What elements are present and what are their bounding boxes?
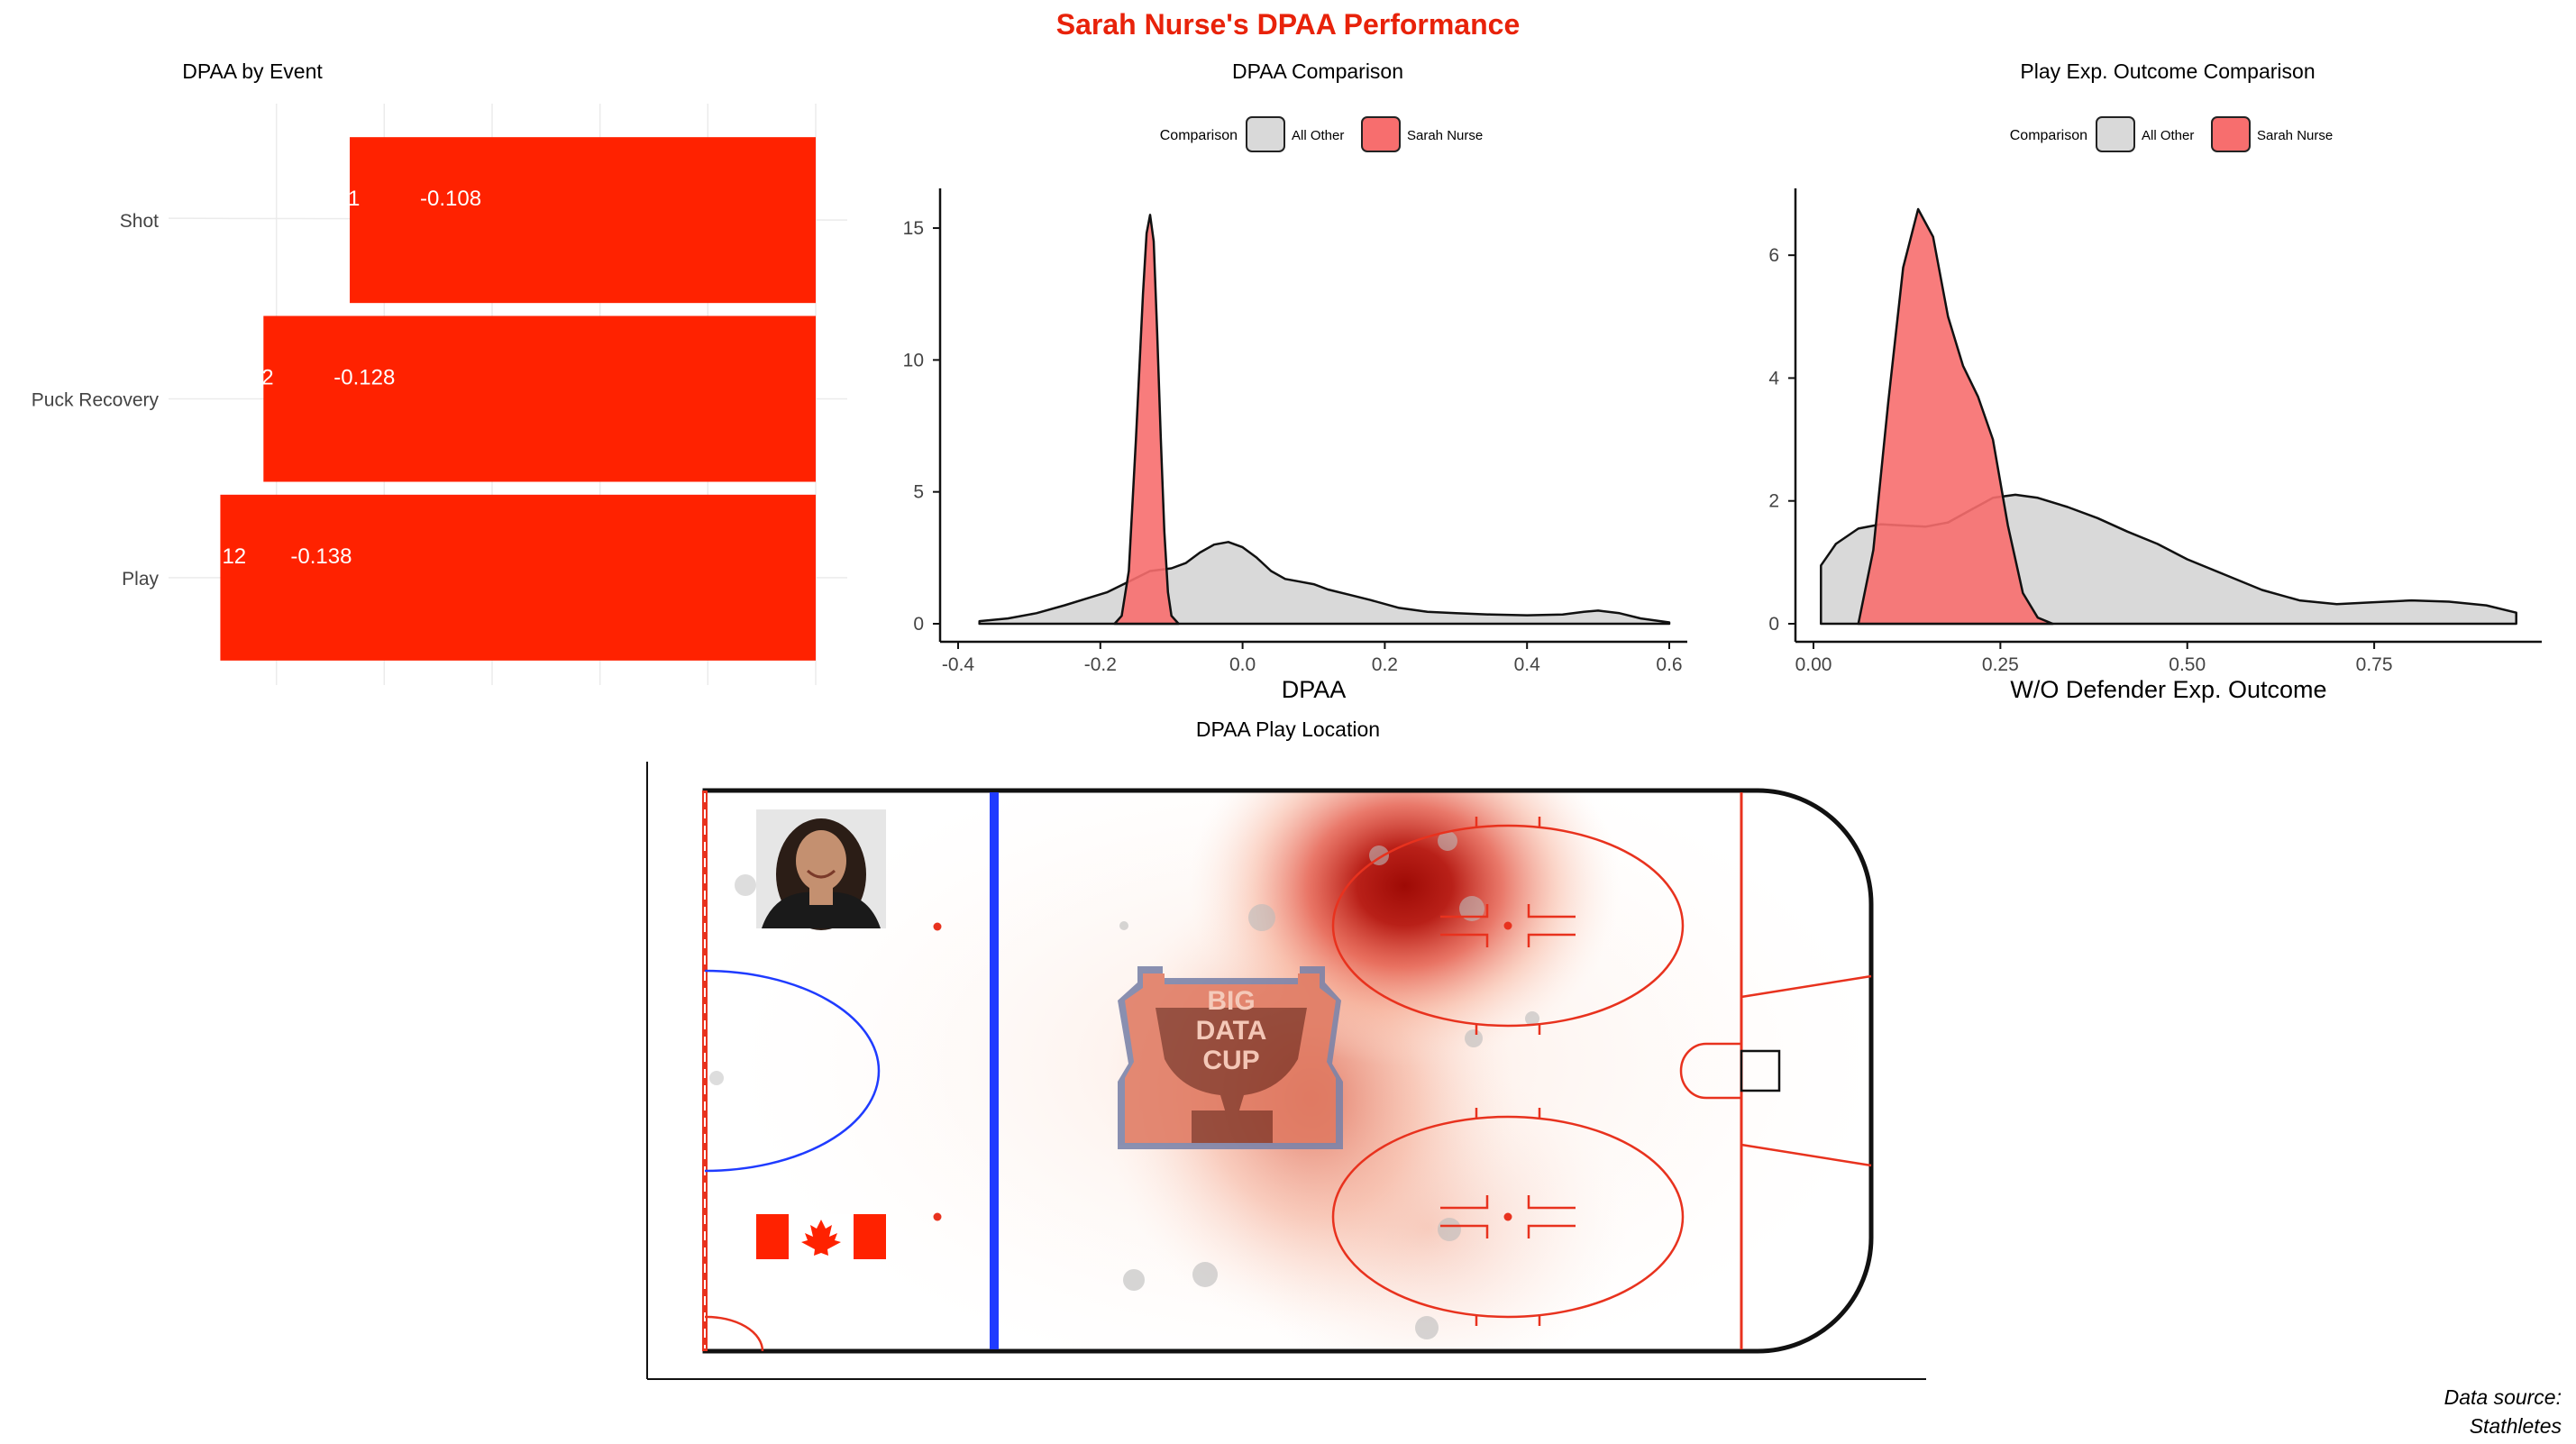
goal-crease bbox=[1679, 1042, 1743, 1100]
bar-category-label: Puck Recovery bbox=[32, 390, 160, 411]
heat-hotspot bbox=[1188, 791, 1621, 1066]
x-tick-label: -0.2 bbox=[1084, 654, 1117, 675]
dpaa-comparison-title: DPAA Comparison bbox=[1232, 59, 1403, 83]
y-tick-label: 0 bbox=[913, 614, 924, 635]
faceoff-dot-top bbox=[1503, 921, 1512, 930]
x-tick-label: 0.2 bbox=[1372, 654, 1398, 675]
dpaa-comparison-panel: DPAA Comparison Comparison All Other Sarah… bbox=[903, 59, 1687, 703]
legend-swatch bbox=[2096, 116, 2135, 152]
bar-marks: Shot 1 -0.108 Puck Recovery 2 -0.128 Play 12 -0.… bbox=[32, 137, 817, 661]
exp-outcome-comparison-legend: Comparison All Other Sarah Nurse bbox=[2010, 116, 2333, 152]
source-line-2: Stathletes bbox=[2470, 1414, 2562, 1438]
faceoff-dot-bottom bbox=[1503, 1212, 1512, 1221]
referee-crease-arc bbox=[704, 1315, 764, 1352]
x-tick-label: 0.25 bbox=[1982, 654, 2019, 675]
x-tick-label: 0.6 bbox=[1656, 654, 1682, 675]
legend-swatch bbox=[1361, 116, 1401, 152]
bar bbox=[220, 494, 816, 661]
player-photo bbox=[756, 809, 886, 930]
x-axis-title: DPAA bbox=[1282, 676, 1347, 703]
canada-flag bbox=[756, 1214, 886, 1259]
legend-label: Sarah Nurse bbox=[1407, 128, 1483, 143]
y-tick-label: 10 bbox=[903, 350, 924, 370]
dpaa-by-event-panel: DPAA by Event Shot 1 -0.108 Puck Recovery 2 -… bbox=[32, 59, 848, 685]
dpaa-comparison-legend: Comparison All Other Sarah Nurse bbox=[1160, 116, 1483, 152]
play-point bbox=[709, 1071, 724, 1085]
svg-text:DATA: DATA bbox=[1196, 1016, 1267, 1046]
bar-value-label: -0.128 bbox=[333, 366, 395, 390]
neutral-dot-bottom bbox=[933, 1212, 942, 1221]
play-point bbox=[1192, 1262, 1218, 1287]
legend-title: Comparison bbox=[1160, 128, 1238, 143]
bar-value-label: -0.108 bbox=[420, 187, 481, 211]
bar-category-label: Play bbox=[122, 569, 159, 589]
bar-count-label: 2 bbox=[261, 366, 273, 390]
bar bbox=[350, 137, 816, 304]
density-sarah-nurse bbox=[1857, 207, 2054, 626]
svg-text:CUP: CUP bbox=[1202, 1046, 1259, 1075]
x-axis-title: W/O Defender Exp. Outcome bbox=[2010, 676, 2326, 703]
play-point bbox=[1438, 831, 1457, 851]
x-tick-label: 0.0 bbox=[1229, 654, 1256, 675]
x-tick-label: -0.4 bbox=[942, 654, 975, 675]
main-title: Sarah Nurse's DPAA Performance bbox=[1056, 8, 1520, 41]
play-point bbox=[1459, 896, 1484, 921]
y-tick-label: 5 bbox=[913, 482, 924, 503]
y-tick-label: 6 bbox=[1768, 245, 1779, 266]
x-tick-label: 0.4 bbox=[1514, 654, 1541, 675]
legend-label: All Other bbox=[1292, 128, 1344, 143]
play-point bbox=[1415, 1316, 1439, 1339]
bar bbox=[263, 315, 817, 482]
legend-swatch bbox=[2211, 116, 2251, 152]
density-sarah-nurse bbox=[1113, 214, 1180, 626]
neutral-dot-top bbox=[933, 922, 942, 931]
source-line-1: Data source: bbox=[2444, 1385, 2562, 1409]
y-tick-label: 2 bbox=[1768, 491, 1779, 512]
big-data-cup-logo: BIG DATA CUP bbox=[1118, 966, 1343, 1149]
exp-outcome-comparison-panel: Play Exp. Outcome Comparison Comparison A… bbox=[1768, 59, 2542, 703]
rink-chart-title: DPAA Play Location bbox=[1196, 717, 1380, 741]
bar-chart-title: DPAA by Event bbox=[182, 59, 323, 83]
bar-category-label: Shot bbox=[120, 211, 159, 232]
play-point bbox=[1248, 904, 1275, 931]
bar-count-label: 12 bbox=[222, 544, 246, 569]
trapezoid-top bbox=[1740, 974, 1872, 999]
legend-swatch bbox=[1246, 116, 1285, 152]
faceoff-circle-bottom bbox=[1331, 1115, 1685, 1319]
y-tick-label: 4 bbox=[1768, 368, 1779, 388]
play-point bbox=[1119, 921, 1128, 930]
density-all-other bbox=[978, 541, 1671, 626]
bar-count-label: 1 bbox=[348, 187, 360, 211]
x-tick-label: 0.50 bbox=[2169, 654, 2206, 675]
trapezoid-bottom bbox=[1740, 1143, 1872, 1167]
bar-value-label: -0.138 bbox=[290, 544, 352, 569]
x-tick-label: 0.00 bbox=[1795, 654, 1832, 675]
svg-text:BIG: BIG bbox=[1207, 986, 1255, 1016]
rink-diagram: BIG DATA CUP bbox=[646, 762, 1926, 1380]
play-point bbox=[1123, 1269, 1145, 1291]
exp-outcome-comparison-title: Play Exp. Outcome Comparison bbox=[2020, 59, 2315, 83]
goal-net bbox=[1740, 1049, 1781, 1092]
dpaa-comparison-marks: 0 5 10 15 -0.4 -0.2 0.0 0.2 0.4 0.6 DPAA bbox=[903, 188, 1687, 703]
x-tick-label: 0.75 bbox=[2356, 654, 2393, 675]
faceoff-circle-top bbox=[1331, 824, 1685, 1028]
y-tick-label: 0 bbox=[1768, 614, 1779, 635]
rink-boards bbox=[702, 788, 1874, 1354]
legend-label: Sarah Nurse bbox=[2257, 128, 2333, 143]
play-point bbox=[1465, 1029, 1483, 1047]
hash-marks bbox=[1440, 817, 1576, 1326]
legend-label: All Other bbox=[2142, 128, 2194, 143]
y-tick-label: 15 bbox=[903, 218, 924, 239]
exp-outcome-comparison-marks: 0 2 4 6 0.00 0.25 0.50 0.75 W/O Defender Exp. Ou… bbox=[1768, 188, 2542, 703]
center-circle-arc bbox=[704, 969, 881, 1173]
legend-title: Comparison bbox=[2010, 128, 2087, 143]
play-point bbox=[1525, 1011, 1539, 1026]
play-point bbox=[1438, 1218, 1461, 1241]
maple-leaf-icon bbox=[801, 1220, 841, 1256]
play-point bbox=[735, 874, 756, 896]
